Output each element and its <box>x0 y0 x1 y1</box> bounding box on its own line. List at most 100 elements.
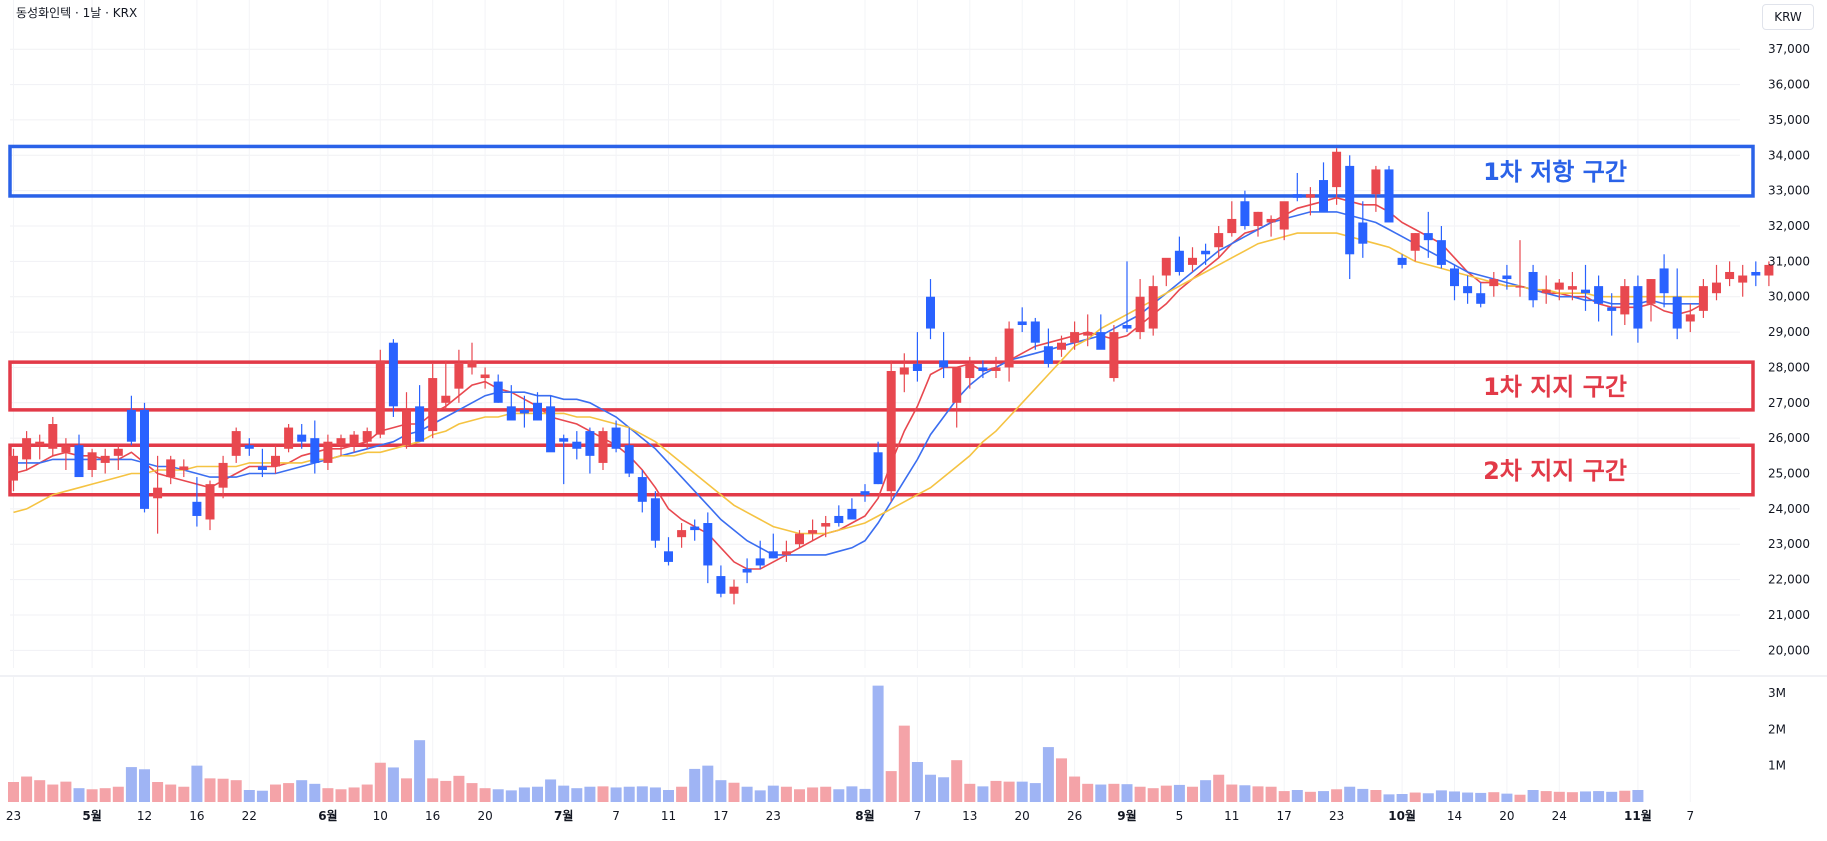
candle-body <box>297 434 307 442</box>
candle-body <box>467 360 477 368</box>
time-tick-label: 9월 <box>1117 808 1136 823</box>
candle-body <box>729 586 739 594</box>
candle-body <box>572 441 582 449</box>
volume-bar <box>191 765 203 802</box>
time-tick-label: 23 <box>6 809 21 823</box>
volume-bar <box>1095 784 1107 802</box>
candle-body <box>1410 233 1420 251</box>
volume-bar <box>492 789 504 802</box>
candle-body <box>323 441 333 463</box>
volume-bar <box>1383 794 1395 802</box>
volume-bar <box>1226 784 1238 802</box>
volume-bar <box>532 786 543 802</box>
time-tick-label: 13 <box>962 809 977 823</box>
volume-bar <box>243 790 255 802</box>
time-tick-label: 10월 <box>1388 808 1416 823</box>
volume-bar <box>1278 791 1290 802</box>
volume-bar <box>1527 790 1539 802</box>
volume-bar <box>1396 794 1408 802</box>
volume-bar <box>283 783 295 802</box>
volume-bar <box>296 780 308 802</box>
volume-bar <box>309 783 321 802</box>
candle-body <box>834 515 844 524</box>
candle-body <box>310 438 320 463</box>
candle-body <box>1436 240 1446 265</box>
candle-body <box>402 409 411 446</box>
zone-label: 1차 저항 구간 <box>1483 158 1627 186</box>
candle-body <box>1764 264 1774 276</box>
candle-body <box>205 484 215 520</box>
volume-bar <box>636 786 648 802</box>
volume-bar <box>885 771 897 802</box>
volume-bar <box>217 778 229 802</box>
volume-bar <box>794 789 805 802</box>
volume-bar <box>112 786 124 802</box>
candle-body <box>519 409 529 414</box>
time-tick-label: 5 <box>1176 809 1184 823</box>
candle-body <box>1371 169 1381 195</box>
volume-bar <box>1252 786 1264 802</box>
candle-body <box>559 438 569 442</box>
price-tick-label: 33,000 <box>1768 184 1810 198</box>
candle-body <box>1057 342 1066 350</box>
volume-bar <box>623 786 635 802</box>
candle-body <box>1450 268 1459 287</box>
volume-tick-label: 1M <box>1768 759 1786 773</box>
volume-bar <box>86 789 98 802</box>
candle-body <box>61 445 71 453</box>
currency-button[interactable]: KRW <box>1762 4 1814 30</box>
time-tick-label: 16 <box>425 809 440 823</box>
price-tick-label: 30,000 <box>1768 290 1810 304</box>
candle-body <box>821 523 831 527</box>
candle-body <box>113 448 123 456</box>
volume-bar <box>1239 785 1251 802</box>
volume-bar <box>1291 790 1303 802</box>
candle-body <box>1751 271 1761 276</box>
volume-bar <box>256 790 268 802</box>
candle-body <box>100 455 110 463</box>
volume-bar <box>911 762 923 802</box>
candle-body <box>1319 180 1328 212</box>
volume-bar <box>427 778 439 802</box>
volume-bar <box>1409 792 1421 802</box>
candle-body <box>768 551 778 559</box>
candle-body <box>1345 165 1355 255</box>
time-tick-label: 20 <box>1015 809 1030 823</box>
zone-label: 2차 지지 구간 <box>1483 457 1627 485</box>
candle-body <box>860 491 870 495</box>
volume-bar <box>60 781 72 802</box>
volume-bar <box>335 789 347 802</box>
candle-body <box>716 576 726 594</box>
candle-body <box>926 296 935 329</box>
volume-bar <box>230 780 242 802</box>
candle-body <box>271 455 280 467</box>
volume-bar <box>204 778 216 802</box>
volume-bar <box>558 785 570 802</box>
candle-body <box>1659 268 1669 294</box>
candle-body <box>1698 286 1708 311</box>
volume-bar <box>977 786 989 802</box>
moving-average-line <box>13 196 1704 570</box>
volume-bar <box>1029 783 1041 802</box>
price-tick-label: 35,000 <box>1768 113 1810 127</box>
volume-bar <box>518 787 530 802</box>
candle-body <box>1397 257 1407 265</box>
volume-bar <box>1056 758 1067 802</box>
volume-bar <box>99 788 111 802</box>
volume-bar <box>270 784 281 802</box>
candle-body <box>899 367 909 375</box>
candle-body <box>1122 325 1132 329</box>
volume-bar <box>676 786 688 802</box>
price-tick-label: 36,000 <box>1768 78 1810 92</box>
volume-bar <box>807 787 819 802</box>
time-tick-label: 10 <box>373 809 388 823</box>
candle-body <box>991 367 1001 371</box>
time-tick-label: 26 <box>1067 809 1082 823</box>
time-tick-label: 7 <box>914 809 922 823</box>
time-tick-label: 14 <box>1447 809 1462 823</box>
candle-body <box>795 533 804 545</box>
price-tick-label: 23,000 <box>1768 537 1810 551</box>
candle-body <box>1174 250 1184 272</box>
volume-bar <box>1344 786 1356 802</box>
